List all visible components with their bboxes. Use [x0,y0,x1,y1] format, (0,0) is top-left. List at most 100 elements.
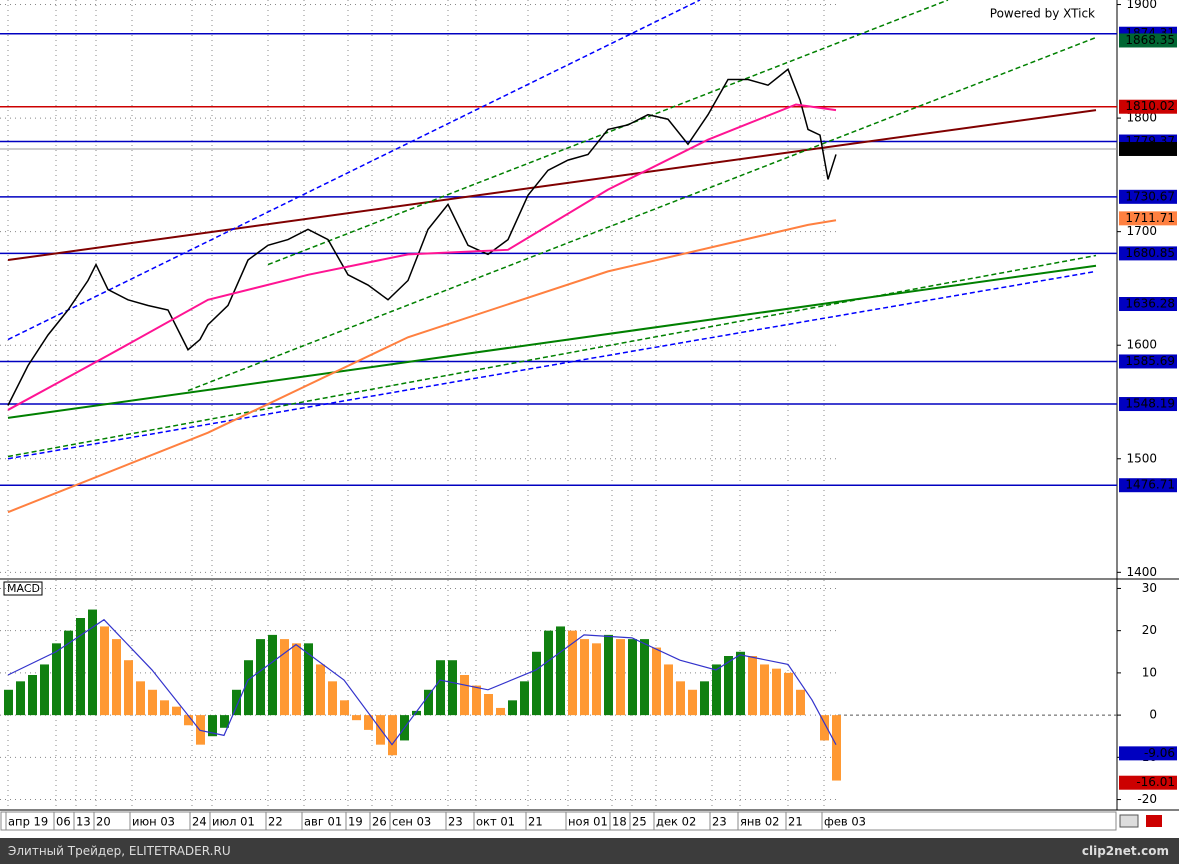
histogram-bar [520,681,529,716]
y-tick-label: 1700 [1126,224,1157,238]
histogram-bar [556,626,565,716]
panel-label-box [3,581,43,596]
histogram-bar [4,689,13,716]
level-label: 1810.02 [1125,99,1175,113]
chart: Powered by XTick MACD 1400 1500 1600 1700 18… [0,0,1179,831]
x-tick-label: 19 [348,815,363,829]
level-label: 1636.28 [1125,297,1175,311]
x-tick-label: 25 [632,815,647,829]
histogram-bar [160,700,169,716]
histogram-bar [268,634,277,716]
x-tick-label: окт 01 [476,815,515,829]
level-label: 1476.71 [1125,478,1175,492]
histogram-bar [100,626,109,716]
y-tick-label: 20 [1142,623,1157,637]
histogram-bar [712,664,721,716]
trend-line [187,36,1097,392]
series-line [7,68,837,406]
button[interactable] [1119,814,1139,828]
histogram-bar [448,660,457,716]
histogram-bar [472,685,481,716]
histogram-bar [772,668,781,716]
histogram-bar [640,639,649,716]
histogram-bar [28,675,37,716]
level-label-bg [1119,99,1177,114]
level-label-bg [1119,246,1177,261]
x-tick-label: 22 [268,815,283,829]
histogram-bar [436,660,445,716]
x-tick-label: авг 01 [304,815,342,829]
x-tick-label: 26 [372,815,387,829]
histogram-bar [568,630,577,716]
histogram-bar [748,656,757,716]
histogram-bar [460,675,469,716]
level-label: -9.06 [1144,746,1175,760]
x-tick-label: ноя 01 [568,815,608,829]
histogram-bar [280,639,289,716]
x-tick-label: 20 [96,815,111,829]
level-label-bg [1119,141,1177,156]
x-tick-label: фев 03 [824,815,866,829]
histogram-bar [496,707,505,716]
histogram-bar [604,634,613,716]
x-tick-label: июл 01 [212,815,255,829]
y-tick-label: 1500 [1126,451,1157,465]
histogram-bar [616,639,625,716]
histogram-bar [112,639,121,716]
panel-label: MACD [7,582,40,595]
level-label: 1730.67 [1125,189,1175,203]
histogram-bar [316,664,325,716]
level-label-bg [1119,478,1177,493]
trend-line [7,0,701,341]
histogram-bar [136,681,145,716]
level-label-bg [1119,354,1177,369]
series-line [7,219,837,514]
level-label: 1711.71 [1125,211,1175,225]
x-tick-label: 18 [612,815,627,829]
histogram-bar [796,689,805,716]
x-tick-label: 21 [528,815,543,829]
x-tick-label: 23 [712,815,727,829]
x-tick-label: 21 [788,815,803,829]
level-label: 1680.85 [1125,246,1175,260]
x-tick-label: 06 [56,815,71,829]
histogram-bar [832,715,841,781]
level-label-bg [1119,397,1177,412]
histogram-bar [76,618,85,716]
histogram-bar [172,706,181,716]
x-axis-strip [0,811,1117,831]
level-label: 1772.81 [1125,141,1175,155]
histogram-bar [184,715,193,726]
histogram-bar [652,647,661,716]
histogram-bar [688,689,697,716]
trend-line [7,254,1097,458]
button[interactable] [1146,815,1162,827]
histogram-bar [40,664,49,716]
histogram-bar [16,681,25,716]
y-tick-label: 1800 [1126,111,1157,125]
x-tick-label: дек 02 [656,815,696,829]
histogram-bar [532,651,541,716]
histogram-bar [352,715,361,721]
watermark: Powered by XTick [990,7,1095,21]
y-tick-label: 10 [1142,665,1157,679]
histogram-bar [232,689,241,716]
level-label: 1548.19 [1125,397,1175,411]
level-label-bg [1119,775,1177,790]
histogram-bar [508,700,517,716]
histogram-bar [148,689,157,716]
histogram-bar [580,639,589,716]
y-tick-label: 1600 [1126,338,1157,352]
y-tick-label: 0 [1149,708,1157,722]
level-label-bg [1119,189,1177,204]
histogram-bar [592,643,601,716]
y-tick-label: 1400 [1126,565,1157,579]
histogram-bar [256,639,265,716]
level-label: 1585.69 [1125,354,1175,368]
footer-logo[interactable]: clip2net.com [1081,844,1169,858]
histogram-bar [424,689,433,716]
histogram-bar [292,643,301,716]
series-line [7,103,837,411]
histogram-bar [544,630,553,716]
histogram-bar [760,664,769,716]
